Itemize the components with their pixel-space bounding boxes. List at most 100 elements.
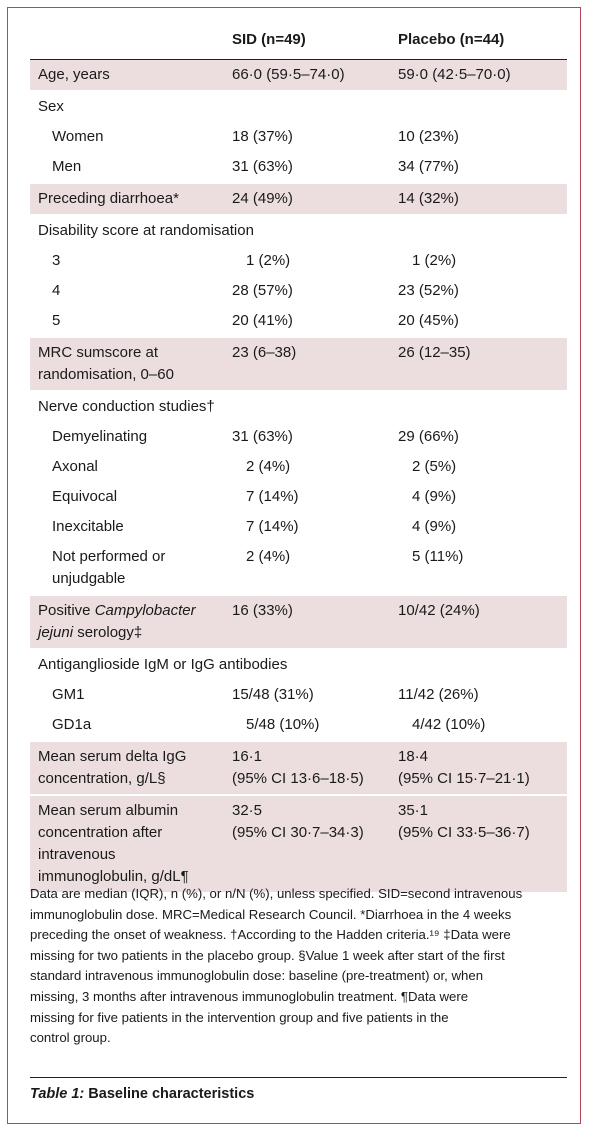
group-ncs: Nerve conduction studies† Demyelinating …	[30, 390, 567, 594]
row-label: Axonal	[52, 458, 98, 475]
footnote-line: missing, 3 months after intravenous immu…	[30, 988, 469, 1004]
placebo-value: 4 (9%)	[412, 488, 457, 505]
label-line: Mean serum delta IgG	[38, 748, 187, 765]
label-line: concentration, g/L§	[38, 770, 166, 787]
row-label: Mean serum albumin concentration after i…	[30, 796, 232, 892]
label-line: unjudgable	[52, 570, 126, 587]
row-label: Positive Campylobacter jejuni serology‡	[30, 596, 232, 648]
label-part-italic: Campylobacter	[94, 602, 196, 619]
row-inexcitable: Inexcitable 7 (14%) 4 (9%)	[30, 512, 567, 542]
sid-value: 32·5 (95% CI 30·7–34·3)	[232, 796, 398, 892]
placebo-value: 59·0 (42·5–70·0)	[398, 66, 511, 83]
row-label: Men	[52, 158, 82, 175]
row-disability: Disability score at randomisation	[30, 216, 567, 246]
label-part-italic: jejuni	[38, 624, 74, 641]
sid-value: 31 (63%)	[232, 158, 293, 175]
label-part: serology‡	[73, 624, 143, 641]
sid-value: 5/48 (10%)	[246, 716, 320, 733]
sid-value: 7 (14%)	[246, 488, 299, 505]
row-igg: Mean serum delta IgG concentration, g/L§…	[30, 740, 567, 794]
group-sex: Sex Women 18 (37%) 10 (23%) Men 31 (63%)…	[30, 90, 567, 182]
table-footnote: Data are median (IQR), n (%), or n/N (%)…	[30, 884, 567, 1049]
placebo-value: 10 (23%)	[398, 128, 459, 145]
placebo-value: 18·4 (95% CI 15·7–21·1)	[398, 742, 567, 794]
row-label: 5	[52, 312, 61, 329]
row-age: Age, years 66·0 (59·5–74·0) 59·0 (42·5–7…	[30, 60, 567, 90]
table-header: SID (n=49) Placebo (n=44)	[30, 20, 567, 60]
caption-title: Baseline characteristics	[84, 1086, 255, 1102]
sid-value: 28 (57%)	[232, 282, 293, 299]
sid-value: 31 (63%)	[232, 428, 293, 445]
footnote-line: control group.	[30, 1030, 111, 1046]
sid-value: 20 (41%)	[232, 312, 293, 329]
row-campylobacter: Positive Campylobacter jejuni serology‡ …	[30, 594, 567, 648]
row-label: 3	[52, 252, 61, 269]
row-label: GD1a	[52, 716, 92, 733]
placebo-value: 10/42 (24%)	[398, 602, 480, 619]
value-line: (95% CI 15·7–21·1)	[398, 770, 530, 787]
row-label: Demyelinating	[52, 428, 148, 445]
label-part: Positive	[38, 602, 95, 619]
row-antiganglioside: Antiganglioside IgM or IgG antibodies	[30, 650, 567, 680]
placebo-value: 20 (45%)	[398, 312, 459, 329]
group-disability: Disability score at randomisation 3 1 (2…	[30, 214, 567, 336]
value-line: (95% CI 33·5–36·7)	[398, 824, 530, 841]
row-label: Age, years	[38, 66, 110, 83]
placebo-value: 4/42 (10%)	[412, 716, 486, 733]
sid-value: 2 (4%)	[246, 458, 291, 475]
divider	[30, 1077, 567, 1078]
sid-value: 24 (49%)	[232, 190, 293, 207]
placebo-value: 23 (52%)	[398, 282, 459, 299]
value-line: 18·4	[398, 748, 429, 765]
placebo-value: 2 (5%)	[412, 458, 457, 475]
label-line: intravenous	[38, 846, 116, 863]
caption-label: Table 1:	[30, 1086, 85, 1102]
row-mrc: MRC sumscore at randomisation, 0–60 23 (…	[30, 336, 567, 390]
placebo-value: 14 (32%)	[398, 190, 459, 207]
label-line: MRC sumscore at	[38, 344, 159, 361]
footnote-line: preceding the onset of weakness. †Accord…	[30, 927, 511, 943]
sid-value: 16 (33%)	[232, 602, 293, 619]
row-label: Equivocal	[52, 488, 118, 505]
placebo-value: 29 (66%)	[398, 428, 459, 445]
row-label: Disability score at randomisation	[38, 222, 254, 239]
row-axonal: Axonal 2 (4%) 2 (5%)	[30, 452, 567, 482]
label-line: concentration after	[38, 824, 163, 841]
placebo-value: 1 (2%)	[412, 252, 457, 269]
row-label: Antiganglioside IgM or IgG antibodies	[38, 656, 288, 673]
sid-value: 1 (2%)	[246, 252, 291, 269]
row-albumin: Mean serum albumin concentration after i…	[30, 794, 567, 892]
row-men: Men 31 (63%) 34 (77%)	[30, 152, 567, 182]
row-demyelinating: Demyelinating 31 (63%) 29 (66%)	[30, 422, 567, 452]
row-label: Not performed or unjudgable	[30, 542, 232, 594]
value-line: 35·1	[398, 802, 429, 819]
sid-value: 18 (37%)	[232, 128, 293, 145]
table-frame	[7, 7, 581, 1124]
row-sex: Sex	[30, 92, 567, 122]
sid-value: 66·0 (59·5–74·0)	[232, 66, 345, 83]
label-line: Mean serum albumin	[38, 802, 179, 819]
row-label: 4	[52, 282, 61, 299]
row-ncs: Nerve conduction studies†	[30, 392, 567, 422]
footnote-line: missing for five patients in the interve…	[30, 1009, 449, 1025]
row-label: GM1	[52, 686, 85, 703]
sid-value: 16·1 (95% CI 13·6–18·5)	[232, 742, 398, 794]
row-label: Sex	[38, 98, 64, 115]
header-sid: SID (n=49)	[232, 31, 306, 48]
header-placebo: Placebo (n=44)	[398, 31, 505, 48]
sid-value: 7 (14%)	[246, 518, 299, 535]
label-line: Not performed or	[52, 548, 166, 565]
row-label: Preceding diarrhoea*	[38, 190, 179, 207]
sid-value: 2 (4%)	[246, 548, 291, 565]
placebo-value: 4 (9%)	[412, 518, 457, 535]
row-disability-4: 4 28 (57%) 23 (52%)	[30, 276, 567, 306]
sid-value: 15/48 (31%)	[232, 686, 314, 703]
value-line: (95% CI 30·7–34·3)	[232, 824, 364, 841]
placebo-value: 35·1 (95% CI 33·5–36·7)	[398, 796, 567, 892]
row-label: MRC sumscore at randomisation, 0–60	[30, 338, 232, 390]
label-line: randomisation, 0–60	[38, 366, 174, 383]
value-line: 32·5	[232, 802, 263, 819]
placebo-value: 11/42 (26%)	[398, 686, 479, 703]
value-line: (95% CI 13·6–18·5)	[232, 770, 364, 787]
sid-value: 23 (6–38)	[232, 344, 297, 361]
